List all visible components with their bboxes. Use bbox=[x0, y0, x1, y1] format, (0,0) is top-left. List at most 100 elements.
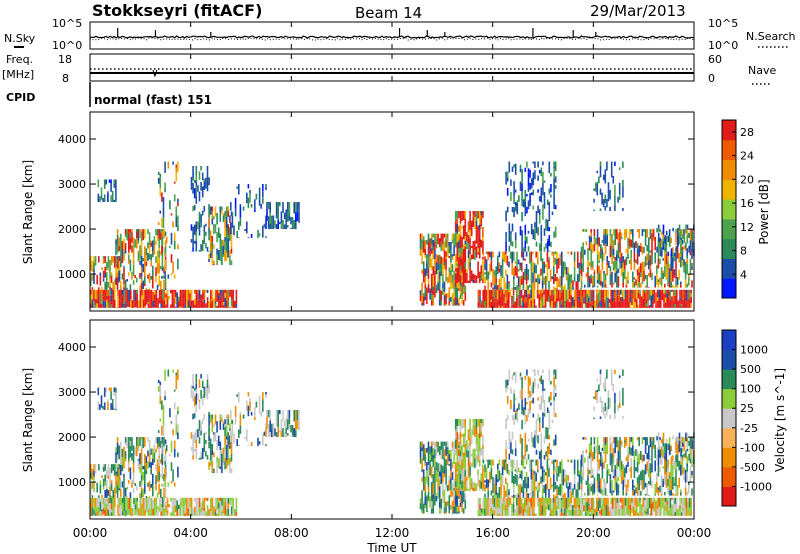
range-cell bbox=[537, 482, 539, 491]
range-cell bbox=[667, 260, 669, 272]
range-cell bbox=[668, 296, 670, 303]
range-cell bbox=[686, 255, 688, 259]
range-cell bbox=[173, 448, 176, 458]
freq-glitch bbox=[152, 69, 158, 78]
range-cell bbox=[628, 446, 631, 455]
range-cell bbox=[552, 289, 555, 295]
range-cell bbox=[676, 485, 679, 493]
range-cell bbox=[659, 485, 661, 493]
range-cell bbox=[533, 263, 536, 266]
range-cell bbox=[194, 307, 196, 308]
range-cell bbox=[524, 505, 526, 512]
range-cell bbox=[657, 224, 660, 229]
range-cell bbox=[173, 505, 175, 516]
range-cell bbox=[543, 497, 545, 503]
range-cell bbox=[169, 408, 171, 418]
range-cell bbox=[277, 219, 279, 229]
range-cell bbox=[690, 303, 692, 308]
range-cell bbox=[108, 387, 111, 391]
range-cell bbox=[445, 251, 447, 257]
range-cell bbox=[536, 497, 539, 507]
range-cell bbox=[229, 428, 231, 431]
range-cell bbox=[500, 497, 502, 505]
range-cell bbox=[448, 509, 451, 514]
range-cell bbox=[246, 429, 248, 442]
range-cell bbox=[644, 509, 646, 515]
range-cell bbox=[459, 446, 462, 452]
range-cell bbox=[93, 268, 95, 273]
range-cell bbox=[226, 300, 228, 308]
range-cell bbox=[672, 476, 674, 487]
range-cell bbox=[480, 419, 483, 424]
range-cell bbox=[567, 303, 569, 308]
range-cell bbox=[485, 295, 488, 303]
range-cell bbox=[295, 410, 297, 421]
range-cell bbox=[120, 465, 122, 476]
range-cell bbox=[110, 509, 113, 513]
range-cell bbox=[670, 479, 672, 491]
range-cell bbox=[596, 184, 599, 196]
range-cell bbox=[514, 495, 517, 498]
range-cell bbox=[102, 497, 105, 505]
range-cell bbox=[522, 251, 525, 261]
range-cell bbox=[548, 209, 551, 221]
range-cell bbox=[115, 196, 117, 201]
range-cell bbox=[645, 303, 648, 306]
range-cell bbox=[530, 289, 533, 290]
range-cell bbox=[107, 402, 109, 407]
range-cell bbox=[526, 206, 528, 214]
range-cell bbox=[269, 224, 271, 229]
range-cell bbox=[142, 497, 145, 508]
range-cell bbox=[599, 508, 601, 511]
range-cell bbox=[432, 503, 435, 514]
range-cell bbox=[482, 514, 484, 516]
range-cell bbox=[137, 448, 140, 452]
range-cell bbox=[482, 449, 484, 454]
range-cell bbox=[524, 497, 526, 506]
range-cell bbox=[432, 448, 435, 456]
range-cell bbox=[570, 514, 572, 516]
range-cell bbox=[612, 497, 614, 509]
range-cell bbox=[625, 464, 628, 474]
range-cell bbox=[458, 288, 460, 291]
range-cell bbox=[288, 211, 291, 216]
range-cell bbox=[641, 229, 644, 237]
range-cell bbox=[437, 255, 439, 264]
range-cell bbox=[614, 437, 616, 446]
range-cell bbox=[603, 442, 605, 454]
range-cell bbox=[158, 437, 160, 447]
range-cell bbox=[640, 453, 642, 460]
range-cell bbox=[161, 229, 164, 232]
range-cell bbox=[94, 513, 97, 516]
range-cell bbox=[588, 509, 590, 516]
range-cell bbox=[202, 289, 204, 293]
range-cell bbox=[540, 438, 543, 450]
range-cell bbox=[679, 289, 681, 293]
range-cell bbox=[140, 255, 143, 267]
range-cell bbox=[485, 497, 488, 504]
range-cell bbox=[683, 259, 685, 266]
range-cell bbox=[609, 245, 612, 258]
range-cell bbox=[624, 440, 626, 443]
range-cell bbox=[137, 460, 140, 470]
range-cell bbox=[161, 267, 164, 271]
range-cell bbox=[454, 264, 457, 269]
range-cell bbox=[288, 202, 291, 211]
range-cell bbox=[498, 476, 501, 481]
range-cell bbox=[521, 389, 523, 392]
range-cell bbox=[527, 168, 530, 173]
range-cell bbox=[587, 280, 589, 288]
range-cell bbox=[542, 183, 544, 194]
range-cell bbox=[219, 497, 222, 501]
range-cell bbox=[99, 497, 102, 502]
range-cell bbox=[536, 289, 539, 299]
range-cell bbox=[553, 192, 555, 200]
range-cell bbox=[189, 306, 191, 308]
range-cell bbox=[163, 509, 166, 513]
range-cell bbox=[156, 284, 159, 290]
range-cell bbox=[622, 262, 624, 267]
power-colorbar-tick-label: 24 bbox=[740, 150, 754, 163]
range-cell bbox=[484, 256, 486, 264]
range-cell bbox=[646, 437, 648, 446]
range-cell bbox=[219, 420, 222, 430]
